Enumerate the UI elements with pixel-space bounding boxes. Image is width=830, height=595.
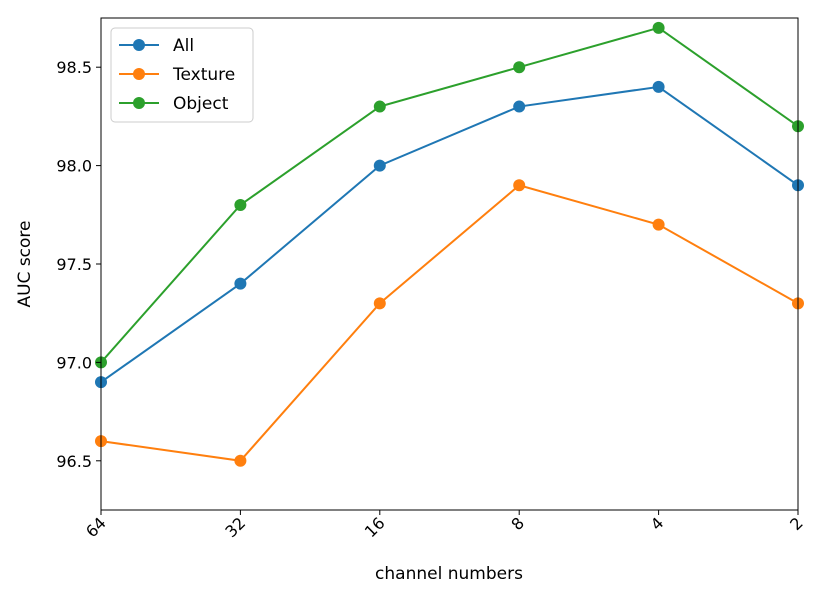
series-line (100, 85, 799, 383)
x-tick-label: 64 (82, 513, 110, 541)
legend-swatch-marker (133, 39, 145, 51)
series-line (100, 26, 799, 364)
series-line (100, 184, 799, 462)
x-tick-label: 2 (786, 513, 807, 534)
y-axis: 96.5 97.0 97.5 98.0 98.5 (56, 58, 101, 471)
legend-item: Texture (119, 65, 235, 85)
legend-label: Object (173, 94, 229, 114)
series-texture (95, 179, 804, 467)
data-point (513, 100, 526, 113)
legend-item: All (119, 36, 194, 56)
data-point (234, 277, 247, 290)
data-point (513, 61, 526, 74)
x-axis-label: channel numbers (375, 564, 523, 584)
data-point (373, 297, 386, 310)
data-point (513, 179, 526, 192)
legend-swatch-marker (133, 68, 145, 80)
y-tick-label: 96.5 (56, 452, 92, 471)
y-tick-label: 97.5 (56, 255, 92, 274)
x-tick-label: 16 (361, 513, 389, 541)
y-axis-label: AUC score (15, 220, 35, 307)
legend-swatch-marker (133, 97, 145, 109)
x-tick-label: 4 (647, 513, 668, 534)
y-tick-label: 97.0 (56, 353, 92, 372)
data-point (652, 21, 665, 34)
data-point (373, 159, 386, 172)
x-tick-label: 8 (507, 513, 528, 534)
data-point (234, 454, 247, 467)
legend-label: All (173, 36, 194, 56)
y-tick-label: 98.0 (56, 157, 92, 176)
data-point (373, 100, 386, 113)
legend-label: Texture (172, 65, 235, 85)
legend-box (110, 27, 254, 123)
legend: All Texture Object (110, 27, 254, 123)
legend-item: Object (119, 94, 229, 114)
data-point (234, 198, 247, 211)
x-tick-label: 32 (221, 513, 249, 541)
data-point (652, 218, 665, 231)
x-axis: 64 32 16 8 4 2 (82, 510, 807, 541)
y-tick-label: 98.5 (56, 58, 92, 77)
data-point (652, 80, 665, 93)
